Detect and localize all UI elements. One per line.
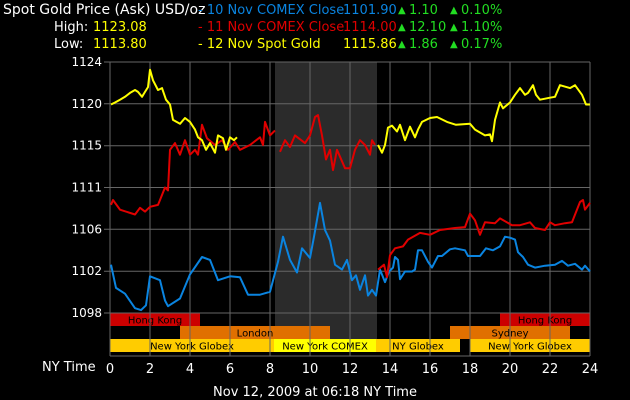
x-tick-label: 22 (542, 362, 559, 377)
legend-pct: 0.17% (461, 37, 503, 52)
triangle-up-icon: ▲ (398, 5, 406, 16)
legend-change: 1.86 (409, 37, 438, 52)
session-label: Hong Kong (128, 316, 182, 327)
series-line (110, 120, 276, 216)
y-tick-label: 1115 (71, 139, 102, 153)
legend-series-label: - 11 Nov COMEX Close (198, 20, 345, 35)
session-bar (376, 339, 460, 352)
high-value: 1123.08 (93, 20, 147, 35)
triangle-up-icon: ▲ (398, 22, 406, 33)
session-label: Hong Kong (518, 316, 572, 327)
x-tick-label: 0 (106, 362, 114, 377)
x-tick-label: 20 (502, 362, 519, 377)
high-label: High: (54, 20, 89, 35)
low-value: 1113.80 (93, 37, 147, 52)
session-label: New York COMEX (282, 342, 368, 353)
x-tick-label: 14 (382, 362, 399, 377)
x-tick-label: 4 (186, 362, 194, 377)
x-tick-label: 12 (342, 362, 359, 377)
series-line (110, 68, 238, 154)
legend-price: 1114.00 (343, 20, 397, 35)
x-axis-label: NY Time (42, 360, 96, 375)
legend-price: 1101.90 (343, 3, 397, 18)
legend-price: 1115.86 (343, 37, 397, 52)
y-tick-label: 1120 (71, 97, 102, 111)
x-tick-label: 10 (302, 362, 319, 377)
session-label: London (237, 329, 274, 340)
chart-title: Spot Gold Price (Ask) USD/oz (3, 2, 206, 18)
x-tick-label: 18 (462, 362, 479, 377)
series-line (279, 114, 376, 172)
low-label: Low: (54, 37, 84, 52)
legend-change: 1.10 (409, 3, 438, 18)
triangle-up-icon: ▲ (450, 39, 458, 50)
y-tick-label: 1102 (71, 264, 102, 278)
y-tick-label: 1106 (71, 222, 102, 236)
triangle-up-icon: ▲ (450, 5, 458, 16)
x-tick-label: 8 (266, 362, 274, 377)
legend-series-label: - 12 Nov Spot Gold (198, 37, 321, 52)
triangle-up-icon: ▲ (450, 22, 458, 33)
footer-timestamp: Nov 12, 2009 at 06:18 NY Time (213, 385, 417, 400)
x-tick-label: 6 (226, 362, 234, 377)
session-label: New York Globex (488, 342, 572, 353)
y-tick-label: 1124 (71, 55, 102, 69)
session-bar (500, 313, 590, 326)
legend-pct: 1.10% (461, 20, 503, 35)
triangle-up-icon: ▲ (398, 39, 406, 50)
x-tick-label: 2 (146, 362, 154, 377)
series-line (377, 84, 590, 154)
session-bar (180, 326, 330, 339)
session-label: New York Globex (150, 342, 234, 353)
x-tick-label: 16 (422, 362, 439, 377)
session-label: NY Globex (392, 342, 444, 353)
comex-session-shade (275, 62, 377, 352)
x-tick-label: 24 (582, 362, 599, 377)
series-line (377, 199, 591, 279)
legend-change: 12.10 (409, 20, 447, 35)
session-bar (470, 339, 590, 352)
y-tick-label: 1111 (71, 181, 102, 195)
y-tick-label: 1098 (71, 306, 102, 320)
session-bar (110, 313, 200, 326)
legend-series-label: - 10 Nov COMEX Close (198, 3, 345, 18)
legend-pct: 0.10% (461, 3, 503, 18)
session-bar (110, 339, 274, 352)
series-line (110, 201, 591, 312)
